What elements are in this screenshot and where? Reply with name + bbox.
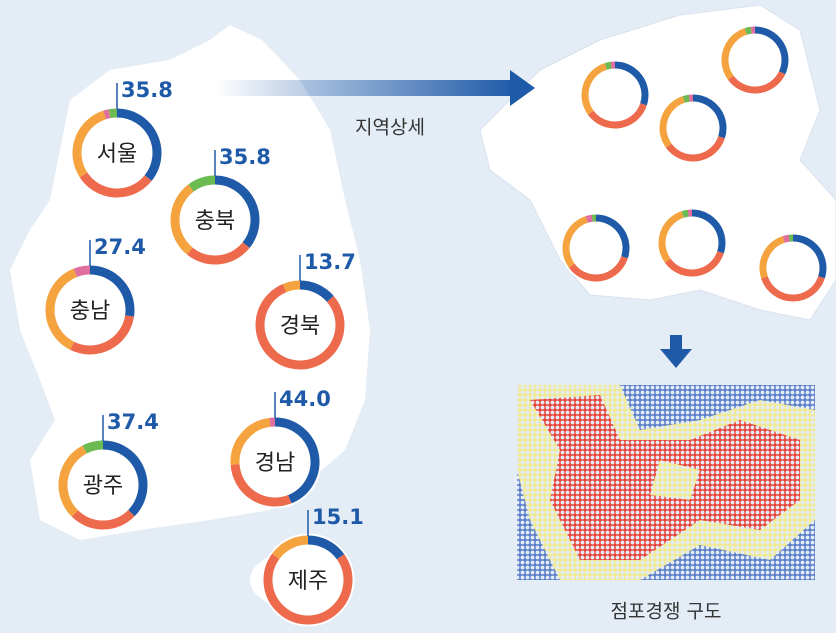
ring-segment xyxy=(727,71,786,94)
ring-segment xyxy=(58,445,87,517)
arrow-head xyxy=(510,70,535,106)
detail-label: 지역상세 xyxy=(355,117,425,139)
region-value: 27.4 xyxy=(94,235,146,259)
ring-segment xyxy=(272,535,309,560)
region-label: 충남 xyxy=(70,299,110,324)
heatmap xyxy=(517,385,815,580)
arrow-shaft xyxy=(215,80,515,96)
ring-segment xyxy=(658,211,684,263)
ring-segment xyxy=(230,417,271,465)
ring-segment xyxy=(282,280,301,293)
ring-segment xyxy=(71,509,135,530)
ring-base xyxy=(657,92,729,164)
ring-segment xyxy=(230,464,292,507)
ring-segment xyxy=(604,61,612,70)
ring-segment xyxy=(187,242,250,265)
ring-segment xyxy=(188,175,216,192)
ring-base xyxy=(656,207,728,279)
ring-segment xyxy=(214,175,260,248)
ring-segment xyxy=(744,26,752,35)
ring-segment xyxy=(665,136,725,162)
ring-segment xyxy=(89,265,135,317)
ring-segment xyxy=(562,216,588,268)
ring-segment xyxy=(116,108,162,181)
region-value: 44.0 xyxy=(279,387,331,411)
ring-segment xyxy=(82,440,104,454)
ring-segment xyxy=(585,214,593,223)
region-value: 35.8 xyxy=(121,78,173,102)
ring-segment xyxy=(45,268,78,350)
ring-segment xyxy=(103,109,111,120)
region-value: 35.8 xyxy=(219,145,271,169)
ring-segment xyxy=(79,172,152,198)
ring-segment xyxy=(274,417,320,504)
ring-segment xyxy=(70,315,134,355)
region-label: 서울 xyxy=(97,142,137,167)
ring-segment xyxy=(102,440,148,517)
ring-segment xyxy=(299,280,334,303)
ring-segment xyxy=(692,94,727,139)
ring-base xyxy=(560,212,632,284)
ring-segment xyxy=(73,265,91,278)
ring-segment xyxy=(681,209,689,218)
ring-segment xyxy=(664,251,724,277)
region-label: 광주 xyxy=(83,474,123,499)
region-label: 경북 xyxy=(280,314,320,339)
down-arrow-shaft xyxy=(670,335,682,349)
ring-segment xyxy=(307,535,345,560)
ring-base xyxy=(56,438,150,532)
ring-base xyxy=(757,232,829,304)
ring-segment xyxy=(754,26,789,75)
ring-segment xyxy=(568,256,628,282)
ring-segment xyxy=(587,103,647,129)
ring-base xyxy=(168,173,262,267)
heatmap-label: 점포경쟁 구도 xyxy=(611,601,722,623)
region-label: 경남 xyxy=(255,451,295,476)
ring-segment xyxy=(759,236,786,279)
ring-segment xyxy=(263,553,353,625)
region-label: 제주 xyxy=(288,569,328,594)
ring-base xyxy=(43,263,137,357)
ring-segment xyxy=(170,184,194,255)
ring-segment xyxy=(792,234,827,279)
ring-segment xyxy=(614,61,649,106)
ring-segment xyxy=(659,96,685,148)
ring-base xyxy=(719,24,791,96)
ring-base xyxy=(579,59,651,131)
down-arrow-head xyxy=(660,349,692,368)
ring-segment xyxy=(782,234,790,243)
ring-segment xyxy=(721,28,747,80)
ring-base xyxy=(253,278,347,372)
ring-segment xyxy=(255,283,345,370)
region-value: 13.7 xyxy=(304,250,356,274)
ring-segment xyxy=(682,94,690,103)
ring-segment xyxy=(691,209,726,254)
region-value: 15.1 xyxy=(312,505,364,529)
ring-segment xyxy=(72,110,107,178)
ring-segment xyxy=(581,63,607,115)
ring-base xyxy=(70,106,164,200)
ring-segment xyxy=(595,214,630,259)
ring-base xyxy=(228,415,322,509)
ring-base xyxy=(261,533,355,627)
ring-segment xyxy=(761,276,825,302)
region-label: 충북 xyxy=(195,209,235,234)
ring-segment xyxy=(108,108,118,119)
region-value: 37.4 xyxy=(107,410,159,434)
